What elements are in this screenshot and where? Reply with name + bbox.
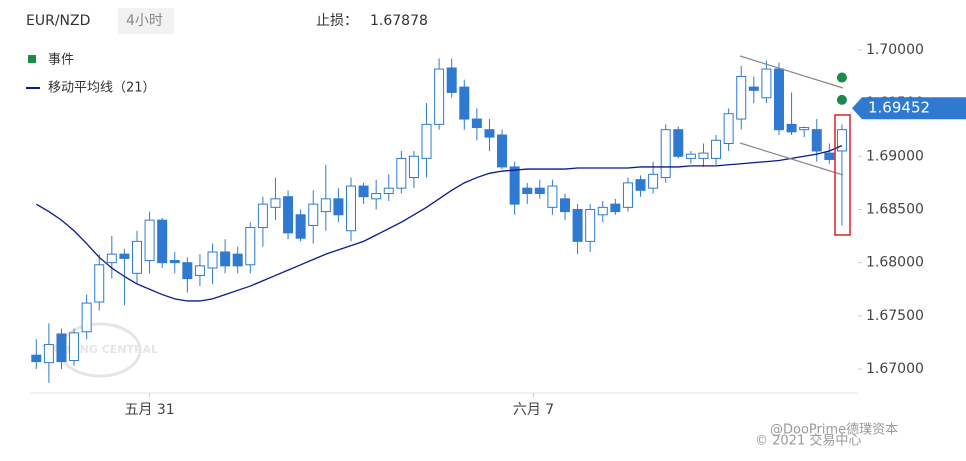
candle-body: [56, 333, 67, 363]
y-tick-label: 1.70000: [866, 42, 924, 58]
candle-body: [220, 251, 231, 267]
candle-body: [157, 219, 168, 264]
candle-body: [81, 302, 92, 333]
candle-body: [748, 86, 759, 91]
candle-body: [685, 153, 696, 159]
symbol: EUR/NZD: [26, 13, 90, 29]
legend-event-swatch: [28, 55, 36, 63]
candle-body: [824, 152, 835, 160]
stop-label: 止损：: [316, 13, 358, 29]
candle-body: [283, 196, 294, 234]
candle-body: [94, 264, 105, 303]
candle-body: [497, 134, 508, 168]
candle-body: [698, 152, 709, 159]
candle-body: [811, 129, 822, 152]
candle-body: [622, 182, 633, 208]
y-tick-label: 1.68500: [866, 201, 924, 217]
candle-body: [421, 123, 432, 159]
candle-body: [257, 203, 268, 229]
candle-body: [371, 193, 382, 200]
candle-body: [547, 185, 558, 208]
candle-body: [597, 206, 608, 216]
candle-body: [761, 68, 772, 99]
candle-body: [245, 227, 256, 266]
candle-body: [106, 253, 117, 264]
candle-body: [295, 214, 306, 239]
legend-ma: 移动平均线（21）: [48, 81, 156, 96]
candle-body: [320, 198, 331, 213]
candle-body: [119, 253, 130, 259]
candle-body: [459, 86, 470, 120]
candle-body: [308, 203, 319, 226]
candle-body: [383, 187, 394, 195]
x-tick-label: 五月 31: [124, 402, 174, 418]
candle-body: [572, 208, 583, 242]
candle-body: [434, 68, 445, 125]
candle-body: [534, 187, 545, 195]
candle-body: [43, 344, 54, 364]
candle-body: [660, 129, 671, 179]
candle-body: [207, 251, 218, 269]
candle-body: [836, 129, 847, 152]
candle-body: [396, 157, 407, 189]
candle-body: [736, 75, 747, 120]
watermark: @DooPrime德璞资本: [770, 423, 898, 438]
copyright: © 2021 交易中心: [755, 433, 861, 449]
y-tick-label: 1.67000: [866, 361, 924, 377]
candle-body: [799, 127, 810, 131]
candle-body: [673, 129, 684, 157]
candle-body: [635, 179, 646, 191]
candle-body: [648, 173, 659, 189]
stop-value: 1.67878: [370, 13, 428, 29]
channel-upper: [739, 55, 844, 89]
last-price-label: 1.69452: [868, 99, 930, 117]
candle-body: [471, 118, 482, 129]
plot: [31, 58, 847, 383]
candle-body: [144, 219, 155, 262]
candle-body: [333, 198, 344, 216]
legend-events: 事件: [48, 53, 74, 68]
candle-body: [559, 198, 570, 213]
candle-body: [169, 260, 180, 264]
candle-body: [509, 166, 520, 205]
candle-body: [345, 185, 356, 232]
candle-body: [358, 185, 369, 198]
x-tick-label: 六月 7: [513, 402, 554, 418]
y-tick-label: 1.69000: [866, 148, 924, 164]
moving-average: [35, 145, 843, 302]
highlight-box: [834, 114, 851, 236]
candle-body: [194, 265, 205, 276]
y-tick-label: 1.67500: [866, 308, 924, 324]
candle-body: [723, 113, 734, 145]
candle-body: [446, 67, 457, 93]
candle-body: [182, 262, 193, 280]
interval: 4小时: [126, 13, 163, 29]
interval-box: [118, 8, 174, 34]
candle-body: [610, 203, 621, 213]
candle-body: [408, 155, 419, 179]
candle-body: [522, 187, 533, 195]
candle-body: [786, 123, 797, 133]
event-dot: [836, 94, 847, 105]
candle-body: [131, 240, 142, 274]
candle-body: [232, 253, 243, 267]
candle-body: [585, 208, 596, 242]
y-tick-label: 1.68000: [866, 255, 924, 271]
last-price-tag: [852, 97, 966, 120]
event-dot: [836, 72, 847, 83]
candle-body: [270, 198, 281, 208]
candle-body: [711, 139, 722, 159]
candle-body: [484, 129, 495, 138]
candle-body: [31, 354, 42, 363]
candle-body: [69, 332, 80, 362]
channel-lower: [739, 142, 844, 176]
candle-body: [773, 68, 784, 131]
